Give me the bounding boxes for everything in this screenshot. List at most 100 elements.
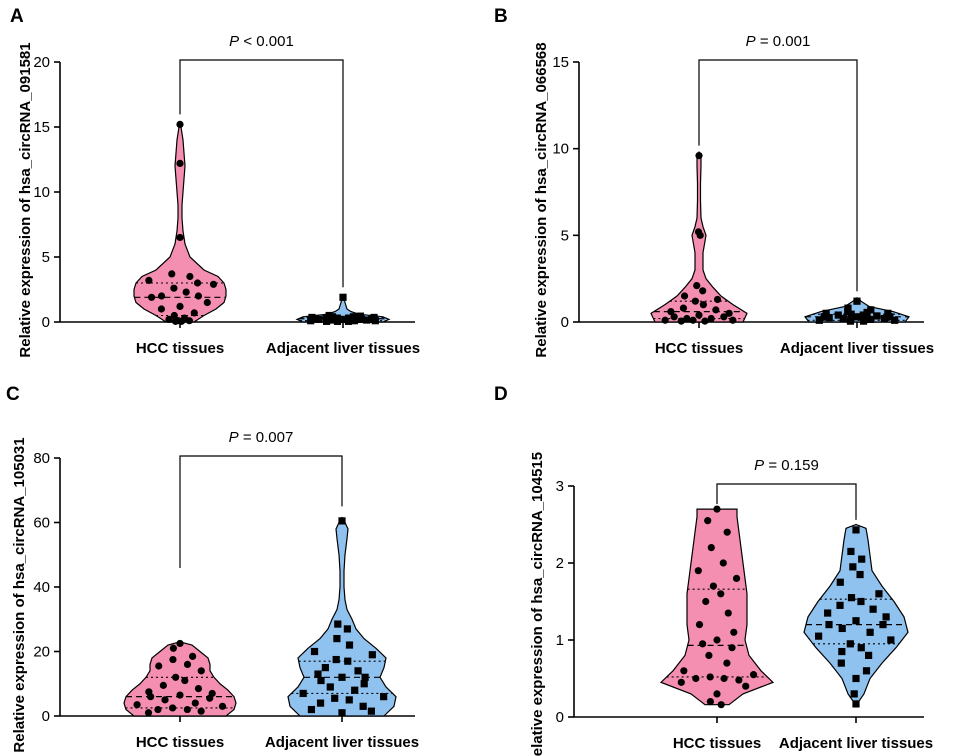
data-point: [886, 313, 894, 321]
data-point: [190, 309, 198, 317]
data-point: [713, 295, 722, 304]
data-point: [847, 310, 855, 318]
data-point: [168, 704, 177, 712]
data-point: [133, 701, 141, 709]
data-point: [197, 667, 205, 675]
data-point: [724, 609, 732, 617]
data-point: [338, 673, 346, 681]
data-point: [176, 639, 184, 648]
data-point: [702, 597, 710, 606]
data-point: [820, 313, 828, 321]
data-point: [875, 590, 883, 598]
data-point: [314, 670, 322, 678]
data-point: [695, 311, 703, 319]
panel-d: D Relative expression of hsa_circRNA_1045…: [484, 378, 969, 756]
violin-adjacent: [287, 516, 397, 717]
data-point: [742, 682, 750, 690]
data-point: [891, 316, 899, 324]
panel-letter: B: [494, 6, 508, 27]
significance-bracket: [698, 59, 858, 292]
category-label: HCC tissues: [655, 340, 743, 357]
violin-hcc: [659, 508, 775, 706]
y-tick-label: 10: [552, 141, 569, 158]
data-point: [371, 317, 379, 325]
data-point: [695, 621, 704, 629]
data-point: [825, 621, 833, 629]
data-point: [670, 313, 678, 321]
y-tick-label: 5: [42, 249, 50, 266]
data-point: [345, 641, 354, 649]
data-point: [850, 690, 858, 698]
data-point: [723, 659, 731, 667]
data-point: [165, 315, 173, 323]
data-point: [709, 582, 717, 590]
chart-svg: A Relative expression of hsa_circRNA_0915…: [10, 6, 420, 358]
p-value-label: P = 0.001: [746, 33, 811, 50]
y-tick-label: 3: [556, 478, 564, 495]
panel-c: C Relative expression of hsa_circRNA_1050…: [0, 378, 484, 756]
category-label: HCC tissues: [136, 734, 224, 751]
data-point: [333, 317, 342, 325]
data-point: [344, 317, 353, 325]
data-point: [157, 305, 165, 313]
data-point: [847, 547, 855, 556]
data-point: [367, 707, 375, 715]
data-point: [317, 676, 325, 685]
data-point: [695, 152, 703, 160]
data-point: [361, 673, 369, 681]
data-point: [339, 293, 347, 301]
data-point: [145, 276, 153, 284]
data-point: [183, 705, 191, 714]
category-label: Adjacent liver tissues: [779, 735, 933, 752]
data-point: [859, 317, 868, 325]
data-point: [869, 605, 877, 613]
y-tick-label: 40: [33, 579, 50, 596]
y-tick-label: 10: [33, 184, 50, 201]
data-point: [720, 674, 728, 683]
data-point: [713, 690, 721, 698]
data-point: [691, 297, 699, 305]
y-axis-label: Relative expression of hsa_circRNA_06656…: [533, 42, 550, 357]
data-point: [359, 702, 367, 710]
data-point: [177, 317, 186, 325]
data-point: [815, 316, 823, 324]
data-point: [696, 231, 704, 239]
data-point: [717, 590, 725, 598]
y-tick-label: 0: [42, 708, 50, 725]
data-point: [836, 601, 844, 609]
data-point: [867, 306, 875, 314]
data-point: [701, 317, 709, 325]
data-point: [735, 676, 743, 684]
data-point: [705, 651, 713, 659]
category-label: Adjacent liver tissues: [266, 340, 420, 357]
data-point: [846, 640, 854, 648]
data-point: [176, 302, 184, 310]
y-tick-label: 2: [556, 555, 564, 572]
chart-svg: D Relative expression of hsa_circRNA_1045…: [494, 384, 933, 756]
data-point: [321, 664, 329, 672]
data-point: [677, 678, 685, 686]
data-point: [713, 636, 721, 644]
data-point: [879, 621, 887, 629]
data-point: [838, 647, 846, 656]
data-point: [218, 702, 227, 710]
data-point: [161, 696, 169, 704]
data-point: [847, 594, 856, 602]
data-point: [363, 316, 371, 324]
data-point: [351, 686, 359, 694]
data-point: [852, 700, 860, 708]
data-point: [193, 279, 202, 287]
y-axis-label: Relative expression of hsa_circRNA_09158…: [17, 42, 34, 357]
data-point: [699, 287, 707, 295]
data-point: [307, 317, 315, 325]
data-point: [299, 689, 307, 698]
panel-letter: C: [6, 384, 20, 405]
data-point: [368, 651, 376, 659]
data-point: [667, 308, 675, 316]
panel-letter: D: [494, 384, 508, 405]
data-point: [719, 559, 727, 567]
data-point: [728, 644, 736, 652]
category-label: Adjacent liver tissues: [265, 734, 419, 751]
data-point: [858, 555, 866, 563]
data-point: [704, 517, 712, 525]
